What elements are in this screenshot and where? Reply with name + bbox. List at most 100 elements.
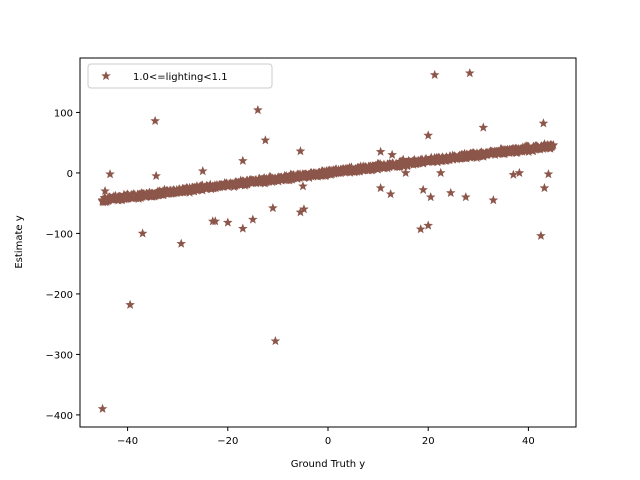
- data-point: [377, 162, 388, 172]
- data-point-outlier: [536, 230, 546, 240]
- data-point-outlier: [150, 115, 160, 125]
- data-point: [352, 166, 362, 176]
- data-point-outlier: [375, 146, 386, 156]
- x-tick-label: −20: [217, 436, 238, 447]
- data-point-outlier: [137, 228, 148, 238]
- data-point-outlier: [429, 69, 440, 80]
- y-tick-label: −200: [46, 290, 73, 301]
- data-point: [306, 168, 317, 178]
- data-point: [527, 144, 538, 154]
- data-point-outlier: [385, 189, 396, 199]
- data-point-outlier: [375, 183, 386, 193]
- data-point-outlier: [210, 216, 221, 226]
- data-point: [413, 155, 423, 165]
- y-tick-label: −300: [46, 350, 73, 361]
- y-axis-ticks: −400 −300 −200 −100 0 100: [46, 108, 80, 422]
- data-point: [315, 169, 326, 179]
- data-point: [173, 186, 183, 196]
- legend-marker-star-icon: [101, 70, 111, 81]
- data-point: [342, 167, 352, 177]
- data-point: [475, 148, 485, 158]
- y-axis-label: Estimate y: [14, 215, 25, 268]
- data-point-outlier: [425, 192, 436, 202]
- data-point: [163, 187, 174, 197]
- data-point-outlier: [260, 135, 271, 145]
- data-point-outlier: [248, 214, 258, 224]
- data-point-outlier: [415, 224, 426, 234]
- data-point: [246, 177, 257, 187]
- data-point-outlier: [100, 186, 110, 196]
- x-tick-label: −40: [117, 436, 138, 447]
- data-point-outlier: [125, 299, 135, 309]
- data-point-outlier: [418, 184, 428, 194]
- data-point-outlier: [398, 154, 408, 164]
- data-point-outlier: [435, 167, 446, 178]
- data-point: [390, 160, 401, 170]
- data-point: [469, 149, 480, 159]
- data-point: [444, 155, 454, 165]
- data-point-outlier: [464, 68, 475, 78]
- x-tick-label: 0: [325, 436, 331, 447]
- data-point-outlier: [488, 195, 499, 205]
- legend: 1.0<=lighting<1.1: [87, 63, 273, 89]
- data-point: [113, 195, 124, 205]
- legend-box: [87, 63, 273, 89]
- data-point: [456, 152, 467, 162]
- legend-series-label: 1.0<=lighting<1.1: [133, 72, 228, 83]
- data-point-outlier: [387, 149, 397, 159]
- data-point: [422, 156, 432, 166]
- data-point-outlier: [298, 181, 308, 191]
- data-point: [482, 147, 493, 158]
- data-point: [208, 181, 219, 191]
- data-point-outlier: [539, 183, 550, 193]
- data-point-outlier: [508, 169, 519, 179]
- data-point-outlier: [423, 220, 433, 230]
- data-point-outlier: [295, 146, 306, 156]
- data-point: [234, 177, 244, 188]
- data-point-outlier: [543, 169, 554, 179]
- data-point-outlier: [176, 238, 186, 248]
- data-point: [434, 153, 444, 164]
- data-point-outlier: [423, 130, 433, 140]
- data-point: [360, 164, 370, 175]
- data-point-outlier: [445, 187, 456, 197]
- y-tick-label: 0: [67, 169, 73, 180]
- data-point-outlier: [197, 166, 208, 176]
- data-point: [506, 145, 517, 155]
- data-point-outlier: [400, 167, 411, 178]
- data-point: [120, 191, 131, 201]
- data-point-outlier: [268, 202, 278, 213]
- data-point: [106, 193, 116, 203]
- data-point: [408, 158, 419, 168]
- data-point-outlier: [151, 170, 161, 181]
- data-point-outlier: [299, 204, 309, 214]
- x-tick-label: 40: [522, 436, 535, 447]
- data-point: [136, 192, 146, 202]
- data-point: [268, 174, 279, 184]
- data-point: [541, 142, 552, 152]
- data-point: [275, 172, 286, 183]
- data-point: [199, 182, 210, 192]
- data-point: [533, 142, 543, 152]
- data-point-outlier: [223, 217, 233, 227]
- data-point-outlier: [538, 118, 549, 128]
- data-point: [327, 165, 338, 176]
- data-point: [218, 181, 229, 191]
- data-point: [294, 171, 305, 181]
- data-point: [497, 147, 508, 157]
- data-point: [184, 182, 195, 192]
- x-tick-label: 20: [422, 436, 435, 447]
- y-tick-label: −400: [46, 411, 73, 422]
- data-point-outlier: [253, 104, 263, 115]
- data-point: [148, 190, 159, 200]
- data-point-outlier: [270, 336, 281, 346]
- data-point: [448, 154, 458, 164]
- data-point: [257, 176, 268, 186]
- data-point-outlier: [514, 167, 525, 178]
- x-axis-label: Ground Truth y: [291, 459, 365, 470]
- data-point: [237, 176, 248, 186]
- y-tick-label: −100: [46, 229, 73, 240]
- data-point-outlier: [478, 122, 489, 132]
- data-point: [364, 162, 375, 172]
